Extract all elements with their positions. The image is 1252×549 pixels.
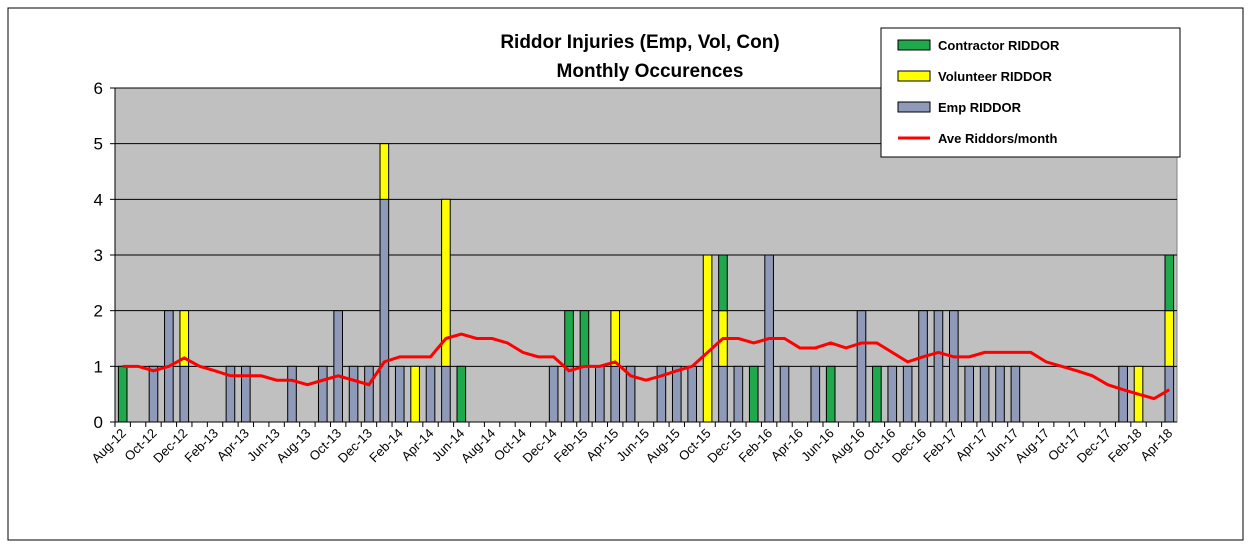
bar xyxy=(456,365,467,423)
bar xyxy=(825,365,836,423)
bar xyxy=(687,365,697,423)
bar xyxy=(810,365,821,423)
bar xyxy=(1118,365,1128,423)
legend-label: Volunteer RIDDOR xyxy=(938,69,1052,84)
bar xyxy=(1164,310,1175,367)
bar xyxy=(733,365,744,423)
chart-title: Riddor Injuries (Emp, Vol, Con) xyxy=(500,32,779,53)
legend-box xyxy=(880,27,1181,158)
bar xyxy=(425,365,436,423)
bar xyxy=(949,310,959,423)
bar xyxy=(964,365,975,423)
legend-swatch xyxy=(897,39,931,51)
y-tick-label: 0 xyxy=(94,413,103,432)
bar xyxy=(579,365,590,423)
bar xyxy=(287,365,297,423)
legend-swatch xyxy=(897,70,931,82)
bar xyxy=(1164,254,1175,312)
legend-swatch xyxy=(897,101,931,113)
bar xyxy=(348,365,359,423)
bar xyxy=(625,365,636,423)
bar xyxy=(579,310,590,367)
bar xyxy=(779,365,790,423)
bar xyxy=(410,365,420,423)
bar xyxy=(902,365,913,423)
bar xyxy=(1010,365,1021,423)
bar xyxy=(933,310,944,423)
bar xyxy=(610,310,621,367)
y-tick-label: 3 xyxy=(94,246,103,265)
legend: Contractor RIDDOR Volunteer RIDDOR Emp RID… xyxy=(880,27,1181,158)
bar xyxy=(317,365,328,423)
bar xyxy=(748,365,759,423)
bar xyxy=(441,365,451,423)
y-tick-label: 6 xyxy=(94,79,103,98)
bar xyxy=(979,365,990,423)
bar xyxy=(333,310,343,423)
bar xyxy=(872,365,882,423)
bar xyxy=(718,254,728,312)
bar xyxy=(441,198,451,367)
y-tick-label: 4 xyxy=(94,190,103,209)
bar xyxy=(595,365,605,423)
bar xyxy=(117,365,128,423)
bar xyxy=(548,365,559,423)
bar xyxy=(656,365,667,423)
legend-label: Contractor RIDDOR xyxy=(938,38,1060,53)
bar xyxy=(379,143,390,200)
bar xyxy=(702,254,713,423)
bar xyxy=(718,365,728,423)
y-tick-label: 5 xyxy=(94,135,103,154)
bar xyxy=(671,365,682,423)
bar xyxy=(564,310,574,367)
bar xyxy=(148,365,159,423)
bar xyxy=(856,310,867,423)
bar xyxy=(1164,365,1175,423)
bar xyxy=(225,365,236,423)
line xyxy=(122,332,1171,401)
bar xyxy=(394,365,405,423)
bar xyxy=(179,310,190,367)
bar xyxy=(364,365,374,423)
y-tick-label: 1 xyxy=(94,357,103,376)
bar xyxy=(995,365,1005,423)
legend-label: Emp RIDDOR xyxy=(938,100,1022,115)
y-tick-label: 2 xyxy=(94,302,103,321)
bar xyxy=(241,365,251,423)
chart-subtitle: Monthly Occurences xyxy=(557,61,744,82)
bar xyxy=(918,310,928,423)
bar xyxy=(564,365,574,423)
bar xyxy=(379,198,390,423)
legend-label: Ave Riddors/month xyxy=(938,131,1057,146)
bar xyxy=(179,365,190,423)
bar xyxy=(610,365,621,423)
bar xyxy=(887,365,898,423)
